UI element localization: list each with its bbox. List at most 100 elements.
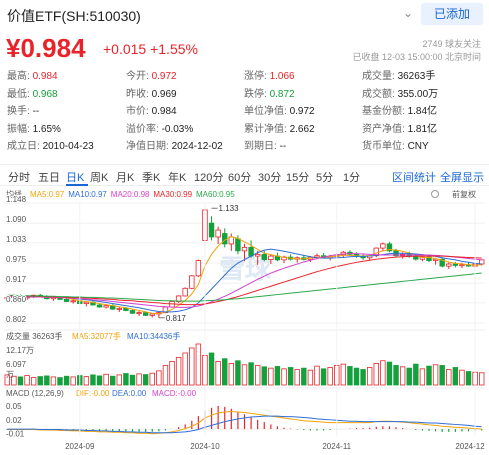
volume-bar: [254, 365, 261, 386]
volume-bar: [129, 374, 136, 386]
candle-body: [103, 305, 109, 308]
volume-legend-title: 成交量 36263手: [6, 331, 62, 341]
ma-legend-item: MA30:0.99: [153, 190, 192, 199]
stat-value: 0.969: [151, 88, 177, 100]
tab-period[interactable]: 120分: [194, 172, 224, 184]
candle-body: [182, 287, 188, 297]
volume-bar: [162, 365, 169, 386]
volume-bar: [248, 362, 254, 386]
volume-bar: [241, 364, 248, 386]
candle-body: [123, 308, 129, 311]
stat-value: 0.872: [269, 88, 295, 100]
volume-bar: [261, 366, 267, 386]
tab-period[interactable]: 月K: [116, 172, 135, 184]
tab-period[interactable]: 1分: [343, 172, 361, 184]
stat-item: 涨停: 1.066: [244, 67, 295, 82]
price-tick-label: 0.860: [6, 295, 27, 304]
tab-period[interactable]: 30分: [258, 172, 282, 184]
tab-period[interactable]: 5分: [316, 172, 334, 184]
macd-legend-title: MACD (12,26,9): [6, 389, 64, 398]
volume-bar: [281, 368, 287, 386]
volume-bar: [426, 365, 432, 386]
ma30-line: [7, 255, 482, 306]
volume-bar: [386, 361, 393, 386]
volume-bar: [380, 360, 386, 386]
annotation-label: 0.817: [166, 314, 187, 323]
stat-value: 355.00万: [397, 88, 439, 100]
tab-period[interactable]: 五日: [38, 172, 60, 184]
volume-bar: [301, 367, 307, 386]
ma-legend-item: MA60:0.95: [196, 190, 235, 199]
stat-label: 最低:: [7, 88, 33, 100]
chevron-down-icon[interactable]: ⌄: [403, 6, 414, 20]
tab-period[interactable]: 周K: [90, 172, 109, 184]
volume-bar: [347, 366, 353, 386]
volume-bar: [228, 363, 235, 386]
tab-period[interactable]: 季K: [142, 172, 161, 184]
candle-body: [4, 296, 11, 300]
stat-item: 市价: 0.984: [126, 102, 177, 117]
volume-bar: [235, 360, 241, 386]
stat-label: 最高:: [7, 71, 33, 82]
fullscreen-button[interactable]: 全屏显示: [440, 172, 484, 184]
candle-body: [413, 256, 419, 260]
stat-label: 净值日期:: [126, 141, 172, 153]
tab-period[interactable]: 年K: [168, 172, 187, 184]
volume-bar: [11, 375, 17, 386]
volume-bar: [215, 361, 221, 386]
ma10-line: [7, 248, 482, 313]
stat-value: 0.972: [289, 106, 315, 118]
volume-bar: [136, 373, 142, 386]
volume-bar: [419, 368, 426, 386]
active-tab-indicator: [66, 184, 88, 186]
price-tick-label: 1.090: [6, 215, 27, 224]
volume-bar: [446, 369, 452, 386]
volume-bar: [44, 375, 50, 386]
stat-item: 最高: 0.984: [7, 67, 58, 82]
tab-period[interactable]: 日K: [66, 172, 85, 184]
stat-item: 货币单位: CNY: [362, 137, 429, 152]
volume-tick-label: 6.097: [6, 360, 27, 369]
dea-line: [7, 415, 482, 434]
candle-body: [83, 301, 90, 304]
page-title: 价值ETF(SH:510030): [7, 8, 141, 24]
stat-item: 今开: 0.972: [126, 67, 177, 82]
settings-icon: [431, 190, 439, 198]
candle-body: [254, 253, 261, 257]
tab-period[interactable]: 60分: [228, 172, 252, 184]
stat-value: 0.984: [32, 71, 58, 82]
stat-value: --: [279, 141, 287, 153]
volume-legend-ma10: MA10:34436手: [127, 331, 180, 341]
candle-body: [386, 243, 393, 252]
ma-legend-item: MA20:0.98: [111, 190, 150, 199]
ma-legend-item: MA10:0.97: [68, 190, 107, 199]
stat-item: 换手: --: [7, 102, 39, 117]
volume-bar: [366, 367, 373, 386]
volume-bar: [149, 372, 155, 386]
tab-period[interactable]: 15分: [286, 172, 310, 184]
followers-count: 2749 球友关注: [422, 39, 481, 49]
volume-bar: [182, 352, 188, 386]
x-tick-label: 2024-12: [455, 442, 485, 451]
volume-bar: [110, 375, 116, 386]
price-tick-label: 0.917: [6, 275, 27, 284]
stat-label: 振幅:: [7, 123, 33, 135]
candle-body: [70, 300, 76, 303]
added-button[interactable]: 已添加: [421, 3, 483, 25]
volume-bar: [360, 369, 366, 386]
kline-chart[interactable]: 均线 MA5:0.97 MA10:0.97 MA20:0.98 MA30:0.99 MA6…: [0, 186, 489, 455]
candle-body: [142, 312, 149, 316]
volume-bar: [406, 367, 412, 386]
candle-body: [432, 258, 439, 261]
volume-bar: [274, 366, 281, 386]
volume-bar: [195, 343, 202, 386]
range-stats-button[interactable]: 区间统计: [392, 172, 436, 184]
stat-label: 成立日:: [7, 141, 43, 153]
macd-tick-label: -0.01: [6, 430, 25, 439]
tab-period[interactable]: 分时: [8, 172, 30, 184]
candle-body: [149, 313, 155, 316]
stat-label: 单位净值:: [244, 106, 290, 118]
volume-bar: [465, 371, 472, 386]
stat-item: 溢价率: -0.03%: [126, 120, 193, 135]
candle-body: [439, 258, 445, 267]
